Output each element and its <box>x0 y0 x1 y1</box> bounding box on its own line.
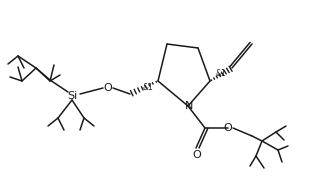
Text: N: N <box>185 101 193 111</box>
Text: &1: &1 <box>143 83 154 92</box>
Text: O: O <box>104 83 112 93</box>
Text: &1: &1 <box>216 68 227 77</box>
Text: O: O <box>193 150 201 160</box>
Text: O: O <box>224 123 232 133</box>
Text: Si: Si <box>67 91 77 101</box>
